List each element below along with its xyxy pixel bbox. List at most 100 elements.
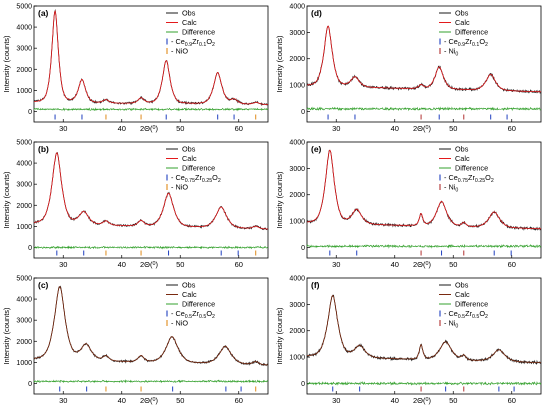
x-tick-label: 50: [449, 124, 457, 133]
legend-entry: - Ni0: [444, 319, 458, 330]
panel-label: (e): [311, 144, 322, 154]
label-fragment: 0: [455, 52, 458, 58]
legend-entry: - NiO: [171, 47, 188, 56]
chart-panel-1: 0 1000 2000 3000 4000 5000 30 40 50 60 Intensity (…: [2, 140, 269, 269]
legend-entry: - NiO: [171, 183, 188, 192]
label-fragment: 2: [485, 314, 488, 320]
legend-entry: - Ce0.9Zr0.1O2: [444, 37, 488, 48]
x-tick-label: 40: [391, 396, 399, 405]
legend-entry: Obs: [182, 145, 196, 154]
label-fragment: ): [429, 260, 432, 269]
plot-frame: [33, 141, 269, 259]
label-fragment: 2Θ(: [413, 124, 426, 133]
y-tick-label: 3000: [16, 182, 32, 189]
label-fragment: - Ce: [444, 37, 458, 46]
plot-frame: [33, 277, 269, 395]
label-fragment: 0.9: [185, 42, 192, 48]
plot-frame: [33, 5, 269, 123]
x-tick-label: 50: [176, 124, 184, 133]
y-tick-label: 4000: [16, 297, 32, 304]
label-fragment: O: [479, 309, 485, 318]
x-tick-label: 40: [118, 124, 126, 133]
label-fragment: 0: [455, 188, 458, 194]
y-tick-label: 5000: [16, 140, 32, 147]
label-fragment: 2Θ(: [140, 396, 153, 405]
x-tick-label: 50: [449, 396, 457, 405]
obs-series-line: [306, 149, 542, 231]
label-fragment: - Ni: [444, 319, 456, 328]
x-tick-label: 30: [332, 124, 340, 133]
label-fragment: - Ni: [444, 47, 456, 56]
y-tick-label: 2000: [16, 67, 32, 74]
calc-series-line: [34, 286, 269, 366]
y-axis-label: Intensity (counts): [275, 171, 284, 229]
label-fragment: - Ce: [171, 37, 185, 46]
y-tick-label: 1000: [289, 355, 305, 362]
x-axis-label: 2Θ(0): [413, 124, 432, 133]
label-fragment: 0.5: [185, 314, 192, 320]
chart-panel-0: 0 1000 2000 3000 4000 5000 30 40 50 60 Intensity (…: [2, 4, 269, 133]
label-fragment: O: [206, 37, 212, 46]
label-fragment: 0.5: [472, 314, 479, 320]
label-fragment: Zr: [195, 173, 202, 182]
label-fragment: 0.75: [458, 178, 468, 184]
label-fragment: 2: [491, 178, 494, 184]
panel-label: (a): [38, 8, 49, 18]
y-axis-label: Intensity (counts): [2, 307, 11, 365]
x-tick-label: 40: [391, 260, 399, 269]
legend-entry: Calc: [182, 18, 197, 27]
y-tick-label: 3000: [16, 46, 32, 53]
legend-entry: Difference: [182, 28, 215, 37]
plot-frame: [306, 277, 542, 395]
label-fragment: 2Θ(: [413, 396, 426, 405]
difference-series-line: [33, 107, 269, 112]
legend-entry: - Ce0.5Zr0.5O2: [444, 309, 488, 320]
legend-entry: Calc: [182, 154, 197, 163]
panel-label: (f): [311, 280, 320, 290]
label-fragment: - NiO: [171, 183, 188, 192]
calc-series-line: [307, 25, 541, 93]
label-fragment: 0: [153, 397, 156, 403]
y-axis-label: Intensity (counts): [275, 307, 284, 365]
legend-entry: Calc: [455, 18, 470, 27]
legend-entry: - Ce0.5Zr0.5O2: [171, 309, 215, 320]
y-tick-label: 3000: [16, 318, 32, 325]
y-tick-label: 1000: [289, 219, 305, 226]
label-fragment: 0.9: [458, 42, 465, 48]
difference-series-line: [306, 381, 542, 386]
legend-entry: - Ce0.75Zr0.25O2: [444, 173, 494, 184]
legend-entry: Calc: [455, 290, 470, 299]
x-tick-label: 40: [391, 124, 399, 133]
obs-series-line: [33, 8, 269, 107]
label-fragment: - NiO: [171, 47, 188, 56]
label-fragment: 2: [218, 178, 221, 184]
y-tick-label: 0: [28, 245, 32, 252]
x-tick-label: 30: [59, 396, 67, 405]
label-fragment: Zr: [465, 309, 472, 318]
x-axis-label: 2Θ(0): [413, 396, 432, 405]
label-fragment: 0.25: [475, 178, 485, 184]
panel-label: (b): [38, 144, 49, 154]
y-tick-label: 2000: [289, 192, 305, 199]
x-axis-label: 2Θ(0): [140, 260, 159, 269]
label-fragment: - Ce: [171, 309, 185, 318]
legend-entry: Difference: [455, 28, 488, 37]
label-fragment: ): [156, 124, 159, 133]
panel-label: (d): [311, 8, 322, 18]
x-tick-label: 60: [235, 124, 243, 133]
x-tick-label: 30: [332, 396, 340, 405]
label-fragment: 0.5: [199, 314, 206, 320]
x-tick-label: 50: [176, 260, 184, 269]
label-fragment: - Ce: [171, 173, 185, 182]
x-tick-label: 60: [508, 260, 516, 269]
label-fragment: 0: [426, 397, 429, 403]
y-tick-label: 4000: [289, 140, 305, 147]
difference-series-line: [33, 379, 269, 384]
label-fragment: 0: [455, 324, 458, 330]
y-tick-label: 1000: [289, 83, 305, 90]
label-fragment: O: [212, 173, 218, 182]
y-tick-label: 2000: [16, 203, 32, 210]
label-fragment: 0.25: [202, 178, 212, 184]
x-tick-label: 60: [235, 396, 243, 405]
